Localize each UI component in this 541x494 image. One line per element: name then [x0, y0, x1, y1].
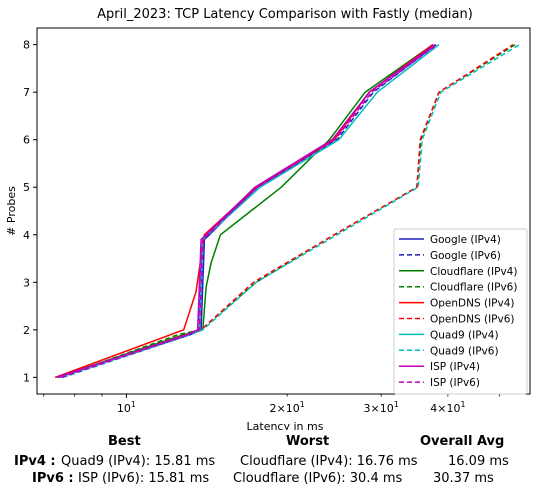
y-tick-label: 5	[23, 181, 30, 194]
legend: Google (IPv4) Google (IPv6) Cloudflare (IP…	[393, 228, 528, 395]
x-tick-label: 101	[117, 400, 136, 415]
legend-box	[393, 228, 528, 395]
y-tick-label: 4	[23, 229, 30, 242]
y-tick-label: 1	[23, 371, 30, 384]
summary-row-ipv4-label: IPv4 :	[14, 454, 56, 469]
summary-row-ipv4-avg: 16.09 ms	[448, 454, 509, 469]
y-tick-label: 8	[23, 39, 30, 52]
y-tick-label: 7	[23, 86, 30, 99]
series-layer	[54, 43, 520, 379]
x-tick-label: 3×101	[364, 400, 399, 415]
legend-label: Quad9 (IPv4)	[430, 329, 499, 341]
y-tick-label: 6	[23, 134, 30, 147]
x-tick-label: 4×101	[430, 400, 465, 415]
x-tick-label: 2×101	[270, 400, 305, 415]
summary-row-ipv6-label: IPv6 :	[32, 471, 74, 486]
summary-row-ipv6-avg: 30.37 ms	[433, 471, 494, 486]
legend-label: ISP (IPv4)	[430, 361, 480, 373]
summary-header-worst: Worst	[286, 434, 330, 449]
legend-label: Cloudflare (IPv6)	[430, 282, 517, 294]
series-line	[62, 43, 520, 379]
y-tick-label: 3	[23, 276, 30, 289]
summary-row-ipv6-worst: Cloudflare (IPv6): 30.4 ms	[233, 471, 403, 486]
axes-layer: 1 2 3 4 5 6 7 8 101 2×101 3×101 4×101	[23, 39, 501, 415]
series-line	[61, 43, 438, 379]
summary-header-best: Best	[108, 434, 141, 449]
legend-label: Cloudflare (IPv4)	[430, 266, 517, 278]
summary-row-ipv6-best: ISP (IPv6): 15.81 ms	[78, 471, 210, 486]
legend-label: OpenDNS (IPv4)	[430, 298, 515, 310]
chart-title: April_2023: TCP Latency Comparison with …	[97, 7, 473, 22]
y-tick-label: 2	[23, 324, 30, 337]
legend-label: ISP (IPv6)	[430, 377, 480, 389]
y-axis-label: # Probes	[5, 186, 18, 236]
summary-row-ipv4-worst: Cloudflare (IPv4): 16.76 ms	[240, 454, 418, 469]
x-axis-label: Latency in ms	[247, 420, 324, 430]
summary-row-ipv4-best: Quad9 (IPv4): 15.81 ms	[61, 454, 216, 469]
legend-label: OpenDNS (IPv6)	[430, 314, 515, 326]
legend-label: Google (IPv6)	[430, 250, 501, 262]
legend-label: Quad9 (IPv6)	[430, 345, 499, 357]
tcp-latency-chart: April_2023: TCP Latency Comparison with …	[5, 7, 531, 430]
legend-label: Google (IPv4)	[430, 234, 501, 246]
summary-header-avg: Overall Avg	[420, 434, 505, 449]
